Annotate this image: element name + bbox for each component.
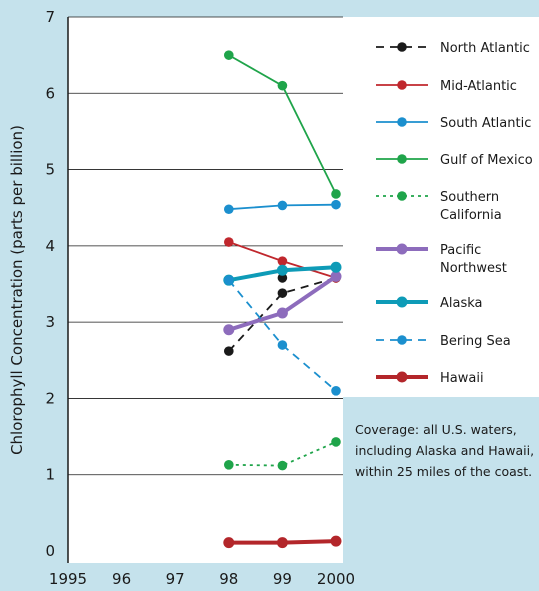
data-point-hawaii-1999 [276, 537, 288, 549]
data-point-alaska-1999 [276, 264, 288, 276]
data-point-south-atlantic-2000 [331, 199, 341, 210]
legend-swatch-marker-southern-california [397, 191, 407, 201]
data-point-north-atlantic-1999 [277, 288, 288, 298]
data-point-bering-sea-2000 [331, 386, 341, 396]
legend-label-north-atlantic: North Atlantic [440, 41, 530, 56]
series-bering-sea [224, 275, 341, 396]
legend-label-pacific-northwest-line-2: Northwest [440, 261, 507, 276]
x-tick-label-2000: 2000 [317, 570, 355, 588]
y-tick-label-4: 4 [45, 237, 55, 255]
data-point-southern-california-2000 [331, 437, 341, 447]
data-point-gulf-of-mexico-2000 [331, 189, 341, 199]
y-tick-label-1: 1 [45, 466, 55, 484]
legend-item-mid-atlantic: Mid-Atlantic [376, 79, 517, 94]
data-point-unnamed-1-1999 [277, 273, 288, 283]
data-point-hawaii-2000 [330, 535, 342, 547]
data-point-south-atlantic-1999 [277, 200, 288, 211]
data-point-bering-sea-1999 [277, 340, 288, 350]
data-point-south-atlantic-1998 [224, 204, 234, 215]
legend-item-bering-sea: Bering Sea [376, 334, 511, 349]
legend-label-alaska: Alaska [440, 296, 483, 311]
y-tick-label-7: 7 [45, 8, 55, 26]
data-point-gulf-of-mexico-1998 [224, 50, 234, 60]
x-tick-label-97: 97 [166, 570, 185, 588]
legend-swatch-marker-alaska [396, 296, 408, 308]
legend-swatch-marker-gulf-of-mexico [397, 154, 407, 164]
data-point-north-atlantic-1998 [224, 346, 234, 356]
series-hawaii [223, 535, 342, 549]
legend-swatch-marker-north-atlantic [397, 42, 407, 52]
y-tick-labels: 0 1 2 3 4 5 6 7 [45, 8, 55, 560]
series-line-southern-california [228, 441, 337, 467]
y-tick-label-0: 0 [45, 542, 55, 560]
plot-area [68, 17, 343, 563]
data-point-gulf-of-mexico-1999 [277, 80, 288, 91]
legend-item-southern-california: Southern California [376, 190, 502, 223]
legend-label-pacific-northwest-line-1: Pacific [440, 243, 481, 258]
data-point-bering-sea-1998 [224, 275, 234, 285]
series-line-north-atlantic [228, 277, 337, 352]
y-tick-label-2: 2 [45, 389, 55, 407]
series-unnamed-1 [277, 273, 288, 283]
x-tick-label-1995: 1995 [49, 570, 87, 588]
legend: North Atlantic Mid-Atlantic South Atlantic… [376, 41, 533, 386]
legend-swatch-marker-bering-sea [397, 335, 407, 345]
grid-lines [68, 16, 343, 476]
data-point-mid-atlantic-1998 [224, 237, 234, 247]
legend-swatch-marker-mid-atlantic [397, 80, 407, 90]
legend-label-southern-california-line-1: Southern [440, 190, 499, 205]
legend-swatch-marker-south-atlantic [397, 117, 407, 127]
data-point-pacific-northwest-1998 [223, 324, 235, 336]
y-tick-label-5: 5 [45, 161, 55, 179]
legend-item-pacific-northwest: Pacific Northwest [376, 243, 507, 276]
legend-label-southern-california-line-2: California [440, 208, 502, 223]
legend-item-hawaii: Hawaii [376, 371, 484, 386]
data-point-mid-atlantic-1999 [277, 256, 288, 266]
data-point-southern-california-1999 [277, 460, 288, 471]
legend-label-hawaii: Hawaii [440, 371, 484, 386]
data-point-alaska-2000 [330, 261, 342, 273]
coverage-note-line-2: including Alaska and Hawaii, [355, 443, 534, 458]
data-point-pacific-northwest-1999 [276, 307, 288, 319]
coverage-note: Coverage: all U.S. waters, including Alas… [355, 422, 534, 479]
x-tick-labels: 1995 96 97 98 99 2000 [49, 570, 355, 588]
series-southern-california [224, 437, 341, 471]
legend-box [343, 17, 539, 397]
legend-label-south-atlantic: South Atlantic [440, 116, 531, 131]
legend-item-north-atlantic: North Atlantic [376, 41, 530, 56]
legend-item-south-atlantic: South Atlantic [376, 116, 531, 131]
data-point-pacific-northwest-2000 [330, 270, 342, 282]
x-tick-label-96: 96 [112, 570, 131, 588]
data-point-southern-california-1998 [224, 459, 234, 470]
y-tick-label-6: 6 [45, 84, 55, 102]
legend-swatch-marker-pacific-northwest [396, 243, 408, 255]
legend-item-alaska: Alaska [376, 296, 483, 311]
legend-swatch-marker-hawaii [396, 371, 408, 383]
coverage-note-line-1: Coverage: all U.S. waters, [355, 422, 517, 437]
x-tick-label-99: 99 [273, 570, 292, 588]
series-group [223, 50, 342, 549]
legend-label-mid-atlantic: Mid-Atlantic [440, 79, 517, 94]
x-tick-label-98: 98 [219, 570, 238, 588]
y-axis-title: Chlorophyll Concentration (parts per bil… [8, 125, 26, 455]
data-point-hawaii-1998 [223, 537, 235, 549]
series-gulf-of-mexico [224, 50, 341, 199]
legend-label-bering-sea: Bering Sea [440, 334, 511, 349]
y-tick-label-3: 3 [45, 313, 55, 331]
series-south-atlantic [224, 199, 341, 215]
coverage-note-line-3: within 25 miles of the coast. [355, 464, 532, 479]
legend-item-gulf-of-mexico: Gulf of Mexico [376, 153, 533, 168]
legend-label-gulf-of-mexico: Gulf of Mexico [440, 153, 533, 168]
series-pacific-northwest [223, 270, 342, 336]
